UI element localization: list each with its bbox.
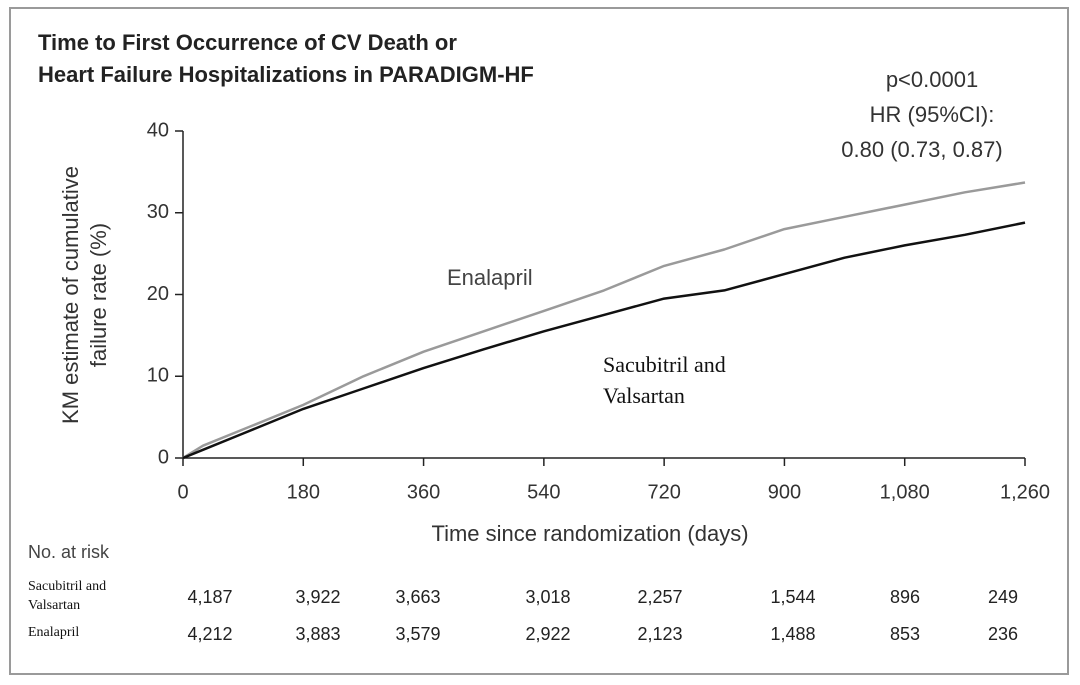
x-tick-label: 0 bbox=[177, 481, 188, 503]
annotation: p<0.0001 bbox=[886, 67, 978, 92]
risk-value: 4,187 bbox=[187, 587, 232, 607]
risk-title: No. at risk bbox=[28, 542, 110, 562]
series-line bbox=[182, 221, 1026, 460]
x-tick-label: 1,080 bbox=[880, 481, 930, 503]
x-tick-label: 360 bbox=[407, 481, 440, 503]
risk-value: 853 bbox=[890, 624, 920, 644]
chart-title: Time to First Occurrence of CV Death or bbox=[38, 30, 457, 55]
x-tick-label: 720 bbox=[647, 481, 680, 503]
risk-value: 236 bbox=[988, 624, 1018, 644]
x-tick-label: 900 bbox=[768, 481, 801, 503]
y-tick-label: 40 bbox=[147, 119, 169, 141]
risk-row-name: Sacubitril and Valsartan bbox=[28, 579, 107, 613]
risk-value: 1,544 bbox=[770, 587, 815, 607]
x-tick-label: 180 bbox=[287, 481, 320, 503]
annotation: 0.80 (0.73, 0.87) bbox=[841, 137, 1002, 162]
annotation: HR (95%CI): bbox=[870, 102, 995, 127]
x-tick-label: 540 bbox=[527, 481, 560, 503]
risk-value: 1,488 bbox=[770, 624, 815, 644]
risk-value: 2,123 bbox=[637, 624, 682, 644]
series-label: Sacubitril and Valsartan bbox=[603, 352, 726, 408]
risk-value: 2,257 bbox=[637, 587, 682, 607]
y-tick-label: 10 bbox=[147, 365, 169, 387]
x-tick-label: 1,260 bbox=[1000, 481, 1050, 503]
risk-value: 249 bbox=[988, 587, 1018, 607]
risk-value: 3,883 bbox=[295, 624, 340, 644]
y-tick-label: 30 bbox=[147, 201, 169, 223]
frame bbox=[9, 7, 1069, 675]
y-tick-label: 0 bbox=[158, 446, 169, 468]
risk-value: 896 bbox=[890, 587, 920, 607]
risk-value: 3,922 bbox=[295, 587, 340, 607]
risk-value: 3,018 bbox=[525, 587, 570, 607]
risk-row-name: Enalapril bbox=[28, 625, 80, 640]
y-axis-label: KM estimate of cumulative bbox=[58, 166, 83, 424]
x-axis-label: Time since randomization (days) bbox=[431, 521, 748, 546]
risk-value: 4,212 bbox=[187, 624, 232, 644]
series-label: Enalapril bbox=[447, 265, 533, 290]
risk-value: 3,663 bbox=[395, 587, 440, 607]
y-tick-label: 20 bbox=[147, 283, 169, 305]
risk-value: 3,579 bbox=[395, 624, 440, 644]
chart-title: Heart Failure Hospitalizations in PARADI… bbox=[38, 62, 534, 87]
series-line bbox=[182, 181, 1026, 460]
risk-value: 2,922 bbox=[525, 624, 570, 644]
y-axis-label: failure rate (%) bbox=[86, 223, 111, 367]
